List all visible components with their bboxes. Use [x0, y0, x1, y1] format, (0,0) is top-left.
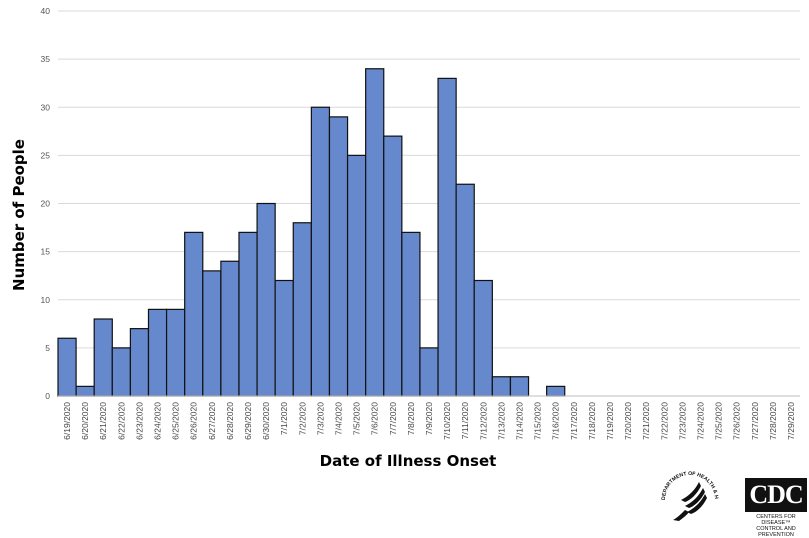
x-tick-label: 7/23/2020 [677, 402, 687, 440]
x-tick-label: 7/8/2020 [406, 402, 416, 435]
svg-text:DEPARTMENT OF HEALTH & HUMAN S: DEPARTMENT OF HEALTH & HUMAN SERVICES US… [655, 460, 719, 500]
eagle-icon [673, 482, 707, 521]
x-tick-label: 7/7/2020 [388, 402, 398, 435]
x-tick-label: 6/24/2020 [153, 402, 163, 440]
x-tick-label: 7/20/2020 [623, 402, 633, 440]
x-tick-label: 7/2/2020 [297, 402, 307, 435]
x-axis-label: Date of Illness Onset [320, 452, 497, 470]
y-tick-label: 25 [41, 150, 51, 160]
bar-7-3-2020 [310, 106, 331, 397]
x-tick-label: 6/28/2020 [225, 402, 235, 440]
x-tick-label: 6/21/2020 [98, 402, 108, 440]
x-tick-label: 7/3/2020 [315, 402, 325, 435]
cdc-logo-subtitle-2: CONTROL AND PREVENTION [756, 526, 796, 538]
x-tick-label: 7/18/2020 [587, 402, 597, 440]
bar-7-9-2020 [419, 347, 439, 397]
bar-6-25-2020 [165, 308, 186, 397]
y-tick-label: 20 [41, 199, 51, 209]
bar-6-27-2020 [202, 270, 222, 397]
x-tick-label: 7/1/2020 [279, 402, 289, 435]
bar-6-19-2020 [57, 337, 77, 397]
bar-6-29-2020 [238, 231, 258, 397]
x-tick-label: 7/19/2020 [605, 402, 615, 440]
y-axis-label: Number of People [10, 139, 28, 291]
x-tick-label: 7/27/2020 [750, 402, 760, 440]
bar-7-4-2020 [328, 116, 349, 397]
y-tick-label: 15 [41, 247, 51, 257]
y-tick-label: 5 [45, 343, 50, 353]
bar-7-10-2020 [437, 77, 457, 397]
bar-7-6-2020 [365, 68, 385, 397]
hhs-logo: DEPARTMENT OF HEALTH & HUMAN SERVICES US… [653, 456, 725, 530]
bar-7-5-2020 [346, 154, 367, 397]
bar-7-16-2020 [546, 385, 566, 397]
bar-7-13-2020 [491, 376, 512, 397]
x-tick-label: 7/15/2020 [533, 402, 543, 440]
bar-7-12-2020 [473, 279, 493, 397]
cdc-logo-subtitle: CENTERS FOR DISEASE™ CONTROL AND PREVENT… [745, 514, 807, 538]
x-tick-label: 7/24/2020 [695, 402, 705, 440]
bar-6-26-2020 [184, 231, 204, 397]
bar-6-30-2020 [256, 202, 276, 397]
bar-7-2-2020 [292, 222, 312, 397]
x-tick-label: 7/13/2020 [496, 402, 506, 440]
bar-6-28-2020 [220, 260, 240, 397]
x-tick-label: 7/10/2020 [442, 402, 452, 440]
x-tick-label: 6/22/2020 [116, 402, 126, 440]
x-tick-label: 7/6/2020 [370, 402, 380, 435]
y-tick-label: 35 [41, 54, 51, 64]
bar-6-21-2020 [93, 318, 113, 397]
y-axis-ticks: 0 5 10 15 20 25 30 35 40 [41, 6, 51, 401]
x-tick-label: 7/21/2020 [641, 402, 651, 440]
x-tick-label: 7/25/2020 [714, 402, 724, 440]
x-tick-label: 7/16/2020 [551, 402, 561, 440]
x-tick-label: 6/19/2020 [62, 402, 72, 440]
y-tick-label: 30 [41, 102, 51, 112]
cdc-logo-subtitle-1: CENTERS FOR DISEASE™ [756, 514, 796, 526]
hhs-logo-text: DEPARTMENT OF HEALTH & HUMAN SERVICES US… [653, 456, 719, 500]
x-tick-label: 7/4/2020 [334, 402, 344, 435]
x-tick-label: 7/29/2020 [786, 402, 796, 440]
x-tick-label: 7/17/2020 [569, 402, 579, 440]
x-tick-label: 6/26/2020 [189, 402, 199, 440]
x-tick-label: 6/23/2020 [134, 402, 144, 440]
y-tick-label: 10 [41, 295, 51, 305]
bar-7-14-2020 [509, 376, 530, 397]
x-tick-label: 6/29/2020 [243, 402, 253, 440]
x-tick-label: 7/11/2020 [460, 402, 470, 439]
x-tick-label: 7/22/2020 [659, 402, 669, 440]
x-tick-label: 6/30/2020 [261, 402, 271, 440]
x-tick-label: 7/5/2020 [352, 402, 362, 435]
x-tick-label: 7/26/2020 [732, 402, 742, 440]
x-tick-label: 7/14/2020 [514, 402, 524, 440]
cdc-logo-mark: CDC [749, 480, 803, 509]
bar-7-7-2020 [383, 135, 403, 397]
bar-6-24-2020 [147, 308, 168, 397]
bar-7-1-2020 [274, 279, 294, 397]
y-tick-label: 40 [41, 6, 51, 16]
bar-6-20-2020 [75, 385, 95, 397]
y-tick-label: 0 [45, 391, 50, 401]
cdc-logo-box [745, 478, 807, 512]
bar-6-23-2020 [129, 328, 150, 397]
bar-7-11-2020 [455, 183, 475, 397]
x-tick-label: 7/28/2020 [768, 402, 778, 440]
x-tick-label: 7/9/2020 [424, 402, 434, 435]
x-tick-label: 6/25/2020 [171, 402, 181, 440]
cdc-logo: CDC CENTERS FOR DISEASE™ CONTROL AND PRE… [745, 478, 807, 538]
bars [57, 68, 566, 397]
x-tick-label: 7/12/2020 [478, 402, 488, 440]
x-axis-ticks: 6/19/2020 6/20/2020 6/21/2020 6/22/2020 6/23… [62, 402, 796, 440]
x-tick-label: 6/20/2020 [80, 402, 90, 440]
x-tick-label: 6/27/2020 [207, 402, 217, 440]
bar-7-8-2020 [401, 231, 421, 397]
bar-6-22-2020 [111, 347, 131, 397]
